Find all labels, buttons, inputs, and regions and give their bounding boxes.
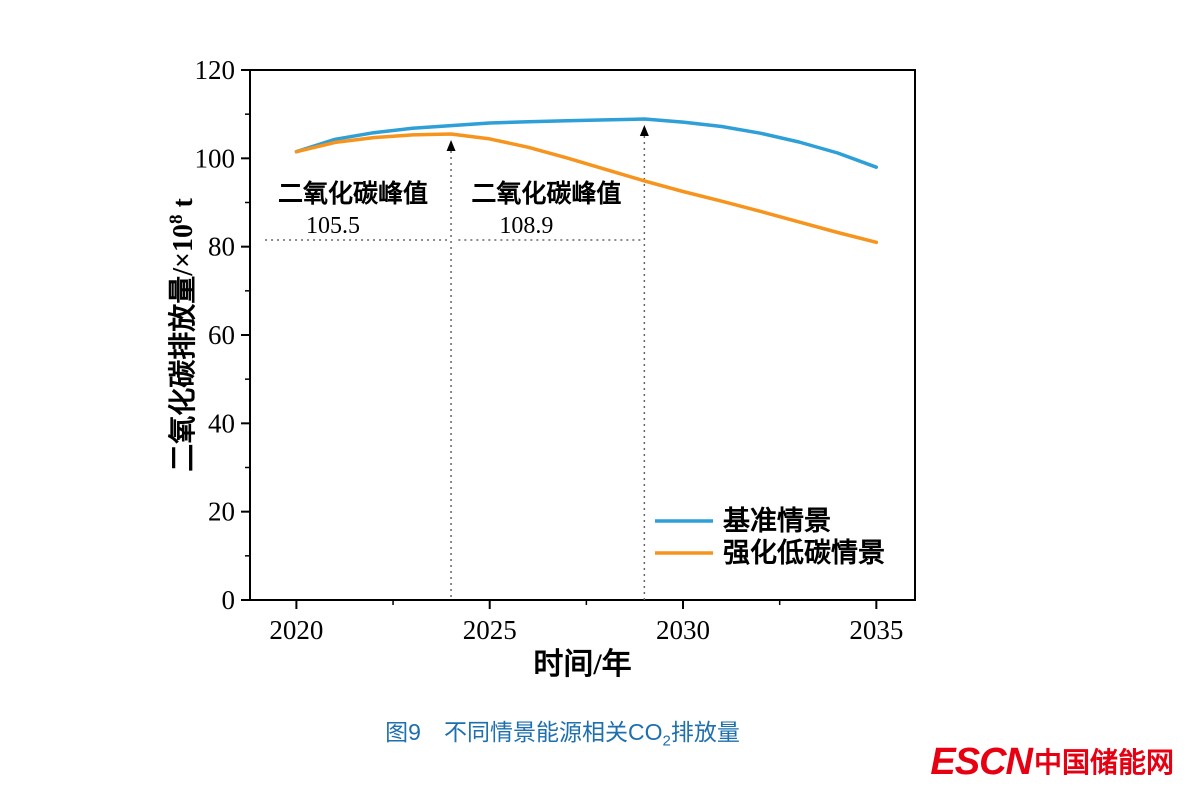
series-line xyxy=(294,132,879,245)
annotation-label: 二氧化碳峰值 xyxy=(471,179,621,208)
series-line xyxy=(294,117,879,169)
series-lines xyxy=(294,117,879,245)
legend-label: 强化低碳情景 xyxy=(723,538,885,568)
annotation-value: 105.5 xyxy=(306,213,360,239)
escn-site-name: 中国储能网 xyxy=(1033,747,1174,778)
co2-emissions-line-chart: 0 20 40 60 80 100 120 2020 2025 2030 2035 时间/年 二氧化碳排… xyxy=(166,55,916,681)
figure-caption: 图9 不同情景能源相关CO2排放量 xyxy=(0,713,1125,750)
x-tick-label: 2035 xyxy=(849,615,903,645)
y-tick-label: 100 xyxy=(195,143,236,173)
escn-brand-text: ESCN xyxy=(930,741,1033,783)
x-tick-label: 2030 xyxy=(656,615,710,645)
caption-suffix: 排放量 xyxy=(670,719,740,745)
annotation-value: 108.9 xyxy=(499,213,553,239)
x-tick-label: 2025 xyxy=(463,615,517,645)
caption-text: 图9 不同情景能源相关CO xyxy=(385,719,663,745)
y-axis-label: 二氧化碳排放量/×108 t xyxy=(166,198,199,472)
y-tick-label: 80 xyxy=(208,232,235,262)
peak-annotations: 二氧化碳峰值 105.5 二氧化碳峰值 108.9 xyxy=(265,125,649,600)
annotation-label: 二氧化碳峰值 xyxy=(278,179,428,208)
arrow-up-icon xyxy=(639,125,649,137)
y-tick-label: 60 xyxy=(208,320,235,350)
x-tick-label: 2020 xyxy=(269,615,323,645)
legend-label: 基准情景 xyxy=(723,506,831,536)
axes: 0 20 40 60 80 100 120 2020 2025 2030 2035 时间/年 二氧化碳排… xyxy=(166,55,916,681)
y-tick-label: 40 xyxy=(208,408,235,438)
y-tick-label: 0 xyxy=(222,585,236,615)
escn-logo: ESCN中国储能网 xyxy=(930,741,1174,784)
arrow-up-icon xyxy=(446,140,456,152)
x-axis-label: 时间/年 xyxy=(533,648,631,681)
y-tick-label: 20 xyxy=(208,497,235,527)
caption-subscript: 2 xyxy=(662,732,671,750)
y-tick-label: 120 xyxy=(195,55,236,85)
